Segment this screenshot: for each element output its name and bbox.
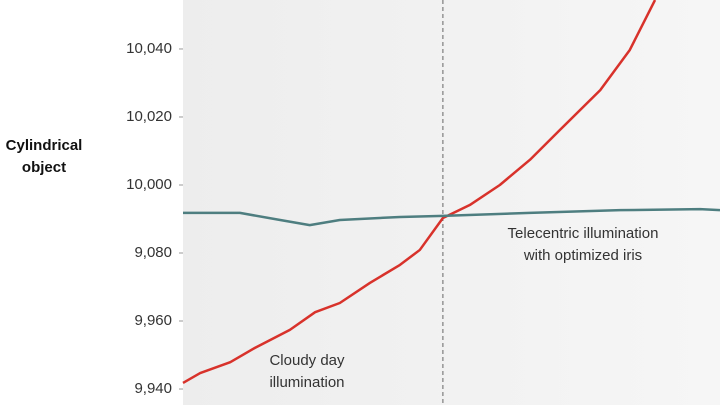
y-tick-label: 9,940: [134, 380, 172, 397]
y-tick-label: 10,000: [126, 176, 172, 193]
y-axis-title: Cylindrical: [6, 137, 83, 154]
data-line: [183, 207, 720, 227]
annotation: with optimized iris: [523, 247, 642, 264]
y-axis-title: object: [22, 159, 66, 176]
y-tick-label: 9,960: [134, 312, 172, 329]
annotation: illumination: [269, 374, 344, 391]
annotation: Telecentric illumination: [508, 225, 659, 242]
annotation: Cloudy day: [269, 352, 345, 369]
y-tick-label: 10,020: [126, 108, 172, 125]
data-line: [182, 0, 657, 384]
y-tick-label: 10,040: [126, 40, 172, 57]
y-tick-label: 9,080: [134, 244, 172, 261]
